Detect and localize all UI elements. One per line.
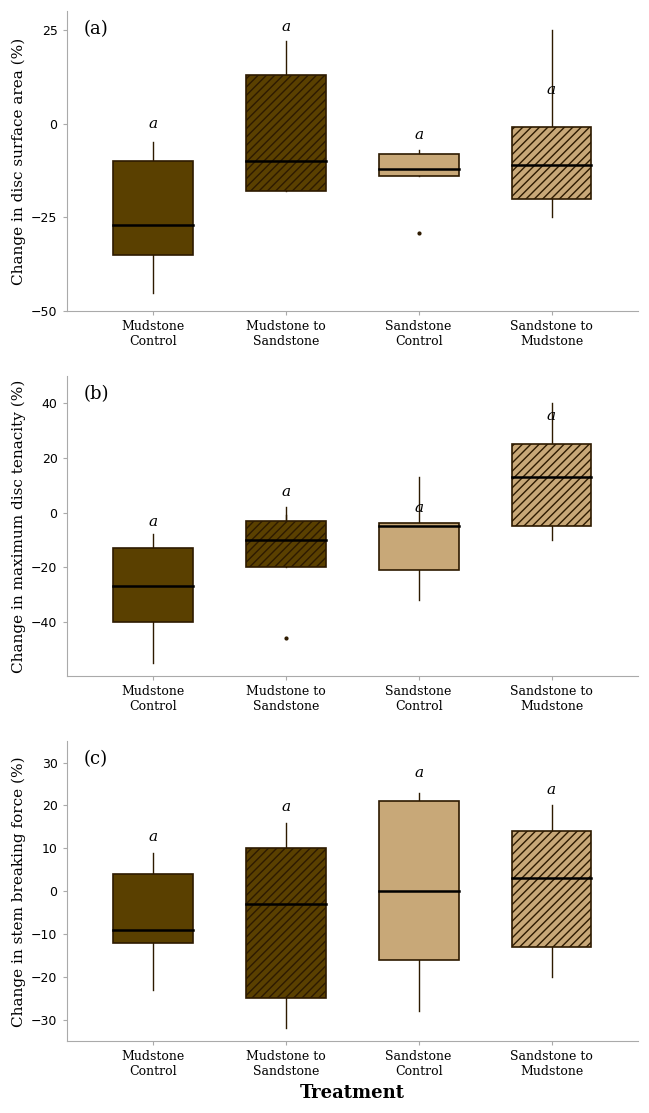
- Bar: [246, 75, 326, 191]
- Text: a: a: [547, 408, 556, 423]
- Text: a: a: [547, 782, 556, 797]
- Bar: [113, 161, 193, 255]
- Bar: [511, 127, 591, 199]
- Text: a: a: [149, 830, 158, 844]
- Text: a: a: [281, 800, 290, 814]
- Text: a: a: [149, 515, 158, 529]
- Text: a: a: [281, 20, 290, 33]
- X-axis label: Treatment: Treatment: [300, 1084, 405, 1102]
- Bar: [511, 831, 591, 947]
- Bar: [511, 444, 591, 526]
- Bar: [379, 154, 459, 176]
- Bar: [113, 874, 193, 943]
- Y-axis label: Change in disc surface area (%): Change in disc surface area (%): [11, 38, 25, 285]
- Text: (a): (a): [84, 20, 108, 38]
- Y-axis label: Change in stem breaking force (%): Change in stem breaking force (%): [11, 756, 25, 1026]
- Bar: [246, 521, 326, 568]
- Text: a: a: [414, 128, 423, 142]
- Text: a: a: [414, 501, 423, 515]
- Bar: [113, 548, 193, 622]
- Text: a: a: [547, 83, 556, 98]
- Bar: [379, 801, 459, 959]
- Bar: [246, 848, 326, 998]
- Text: a: a: [149, 117, 158, 131]
- Text: a: a: [281, 485, 290, 499]
- Bar: [379, 523, 459, 570]
- Text: (c): (c): [84, 750, 108, 768]
- Text: a: a: [414, 766, 423, 780]
- Y-axis label: Change in maximum disc tenacity (%): Change in maximum disc tenacity (%): [11, 380, 25, 673]
- Text: (b): (b): [84, 385, 109, 403]
